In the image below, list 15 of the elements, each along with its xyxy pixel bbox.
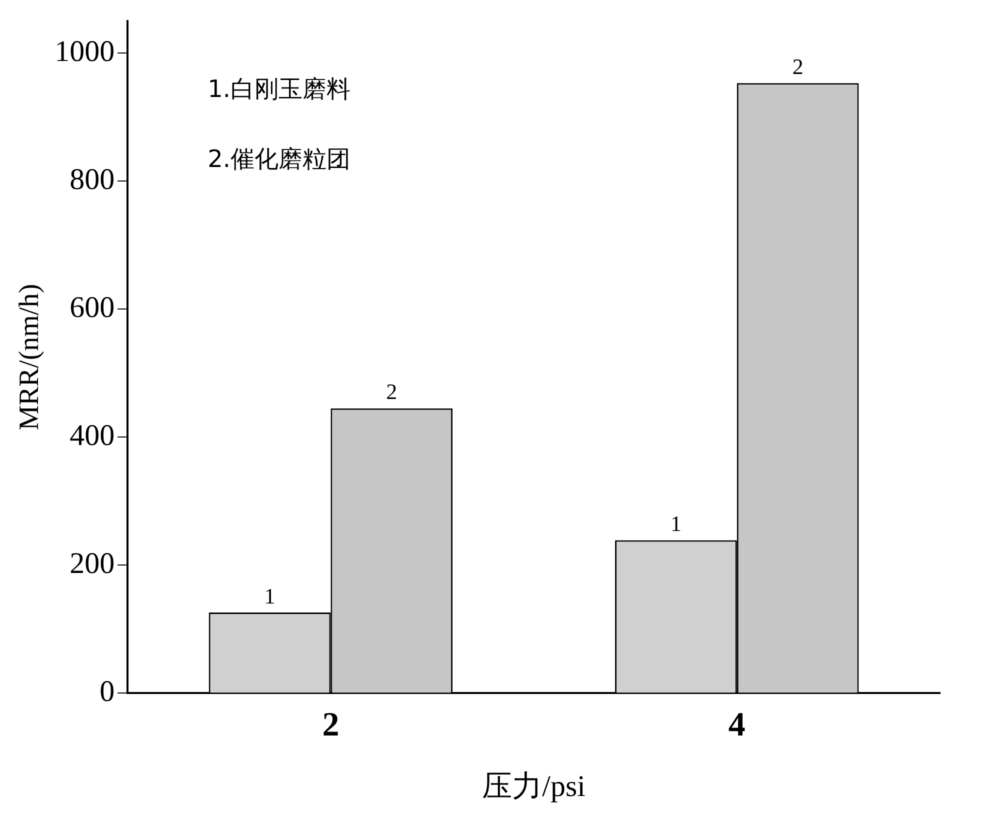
- series-label: 2: [386, 379, 398, 404]
- y-tick-label: 1000: [54, 34, 115, 68]
- category-label: 2: [792, 54, 804, 79]
- annotation: 1.白刚玉磨料: [208, 75, 351, 104]
- y-axis-title: MRR/(nm/h): [14, 284, 46, 430]
- y-tick-label: 0: [100, 675, 115, 708]
- y-tick-label: 800: [70, 162, 115, 196]
- x-axis-title: 压力/psi: [482, 770, 586, 803]
- y-tick-label: 400: [70, 419, 115, 452]
- annotation: 2.催化磨粒团: [208, 145, 351, 174]
- y-tick-label: 200: [70, 547, 115, 580]
- y-tick-label: 600: [70, 290, 115, 324]
- text: 1: [670, 510, 682, 536]
- series-label: 1: [264, 583, 276, 608]
- x-tick-label: 4: [728, 706, 746, 744]
